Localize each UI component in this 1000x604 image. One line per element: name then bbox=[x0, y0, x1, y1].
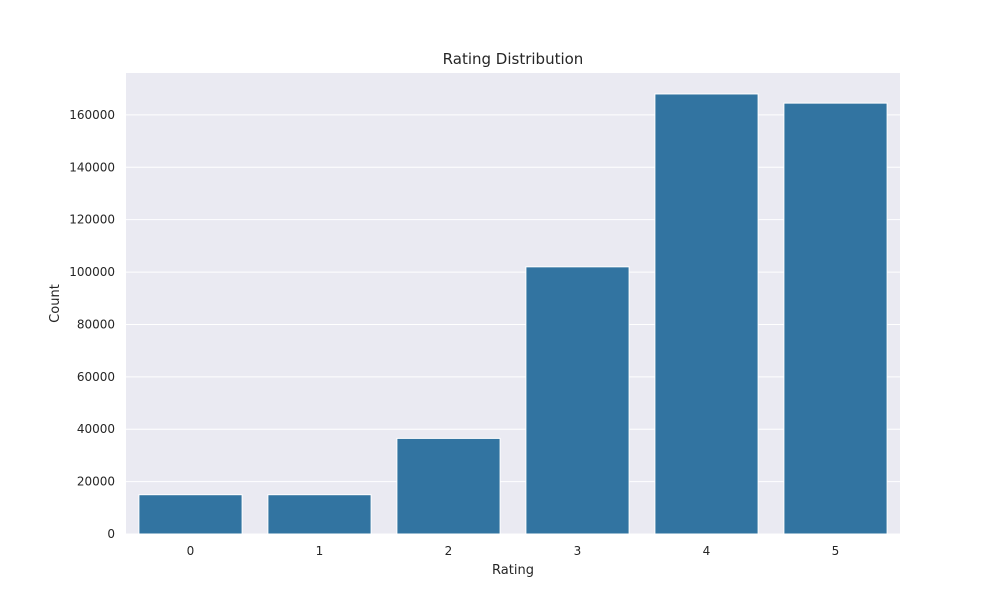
y-tick-label: 60000 bbox=[77, 370, 115, 384]
gridlines bbox=[126, 114, 900, 535]
y-tick-label: 120000 bbox=[69, 213, 115, 227]
y-tick-label: 0 bbox=[107, 527, 115, 541]
y-axis-label: Count bbox=[48, 284, 63, 323]
y-tick-label: 140000 bbox=[69, 160, 115, 174]
chart-title: Rating Distribution bbox=[443, 50, 584, 68]
y-tick-label: 100000 bbox=[69, 265, 115, 279]
bar-rating-0 bbox=[138, 494, 243, 535]
x-tick-label: 3 bbox=[574, 544, 582, 558]
bar-rating-4 bbox=[654, 93, 759, 535]
bar-rating-3 bbox=[525, 266, 630, 535]
x-tick-label: 0 bbox=[187, 544, 195, 558]
x-tick-label: 4 bbox=[703, 544, 711, 558]
x-axis-ticks: 0 1 2 3 4 5 bbox=[187, 544, 840, 558]
bar-rating-2 bbox=[396, 437, 501, 535]
y-tick-label: 40000 bbox=[77, 422, 115, 436]
x-tick-label: 2 bbox=[445, 544, 453, 558]
x-tick-label: 1 bbox=[316, 544, 324, 558]
plot-background bbox=[126, 73, 900, 534]
bars bbox=[138, 93, 888, 535]
x-tick-label: 5 bbox=[832, 544, 840, 558]
y-tick-label: 80000 bbox=[77, 317, 115, 331]
y-tick-label: 20000 bbox=[77, 475, 115, 489]
x-axis-label: Rating bbox=[492, 563, 534, 578]
y-axis-ticks: 0 20000 40000 60000 80000 100000 120000 140000 1… bbox=[69, 108, 115, 541]
bar-rating-1 bbox=[267, 494, 372, 535]
y-tick-label: 160000 bbox=[69, 108, 115, 122]
bar-rating-5 bbox=[783, 102, 888, 535]
